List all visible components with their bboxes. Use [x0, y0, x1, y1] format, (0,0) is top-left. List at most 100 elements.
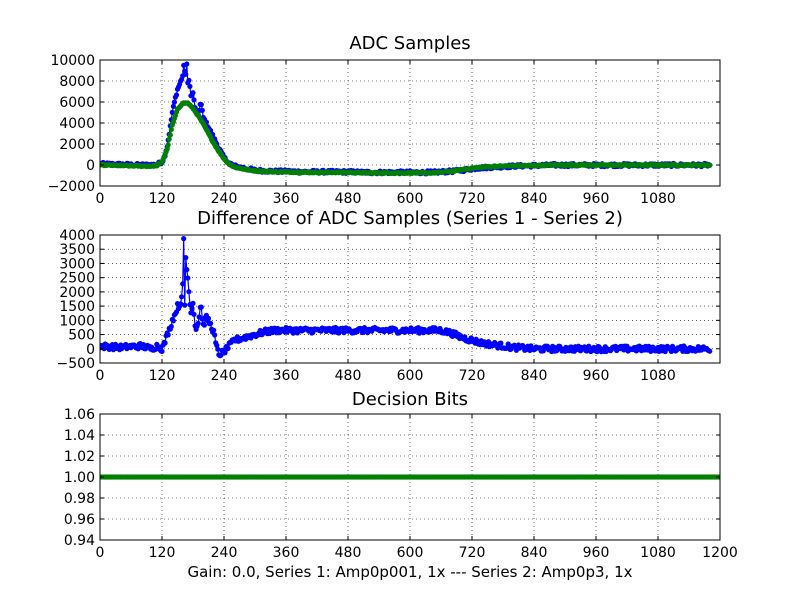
data-point [184, 267, 190, 273]
data-point [184, 61, 190, 67]
series-markers-2 [100, 100, 713, 176]
y-tick-label: 2500 [59, 271, 95, 287]
data-point [222, 350, 228, 356]
y-tick-label: 2000 [59, 285, 95, 301]
data-point [189, 305, 195, 312]
data-point [183, 255, 189, 261]
series-markers-1 [100, 236, 713, 359]
data-point [169, 109, 175, 115]
y-tick-label: −2000 [48, 179, 95, 195]
x-tick-label: 120 [149, 191, 176, 207]
data-point [211, 327, 217, 333]
x-tick-label: 240 [211, 545, 238, 561]
data-point [173, 92, 180, 98]
x-tick-label: 240 [211, 368, 238, 384]
y-tick-label: 3000 [59, 256, 95, 272]
x-tick-label: 720 [459, 191, 486, 207]
panel-title: ADC Samples [349, 33, 470, 54]
data-point [190, 300, 196, 306]
data-point [165, 142, 171, 148]
x-tick-label: 0 [96, 545, 105, 561]
x-tick-label: 120 [149, 545, 176, 561]
adc-samples-panel: ADC Samples 0 120 240 360 480 600 720 840 960 108… [48, 33, 721, 207]
plot-area [100, 474, 720, 480]
x-tick-label: 720 [459, 368, 486, 384]
data-point [198, 102, 204, 108]
data-point [164, 146, 170, 152]
y-tick-label: 1.02 [64, 449, 95, 465]
x-tick-label: 600 [397, 545, 424, 561]
data-point [707, 162, 713, 168]
x-tick-label: 0 [96, 191, 105, 207]
x-tick-label: 360 [273, 191, 300, 207]
data-point [186, 77, 192, 83]
data-point [215, 346, 221, 352]
data-point [195, 320, 201, 326]
data-point [199, 107, 205, 113]
x-tick-label: 840 [521, 191, 548, 207]
y-tick-label: 1.00 [64, 470, 95, 486]
y-tick-label: 0.98 [64, 491, 95, 507]
data-point [201, 322, 207, 328]
data-point [208, 320, 214, 326]
x-tick-label: 840 [521, 368, 548, 384]
x-tick-label: 600 [397, 191, 424, 207]
data-point [707, 348, 713, 354]
x-tick-label: 960 [583, 368, 610, 384]
data-point [190, 90, 196, 96]
data-point [540, 348, 546, 354]
y-tick-label: 0.96 [64, 512, 95, 528]
data-point [187, 83, 193, 89]
y-tick-label: 1500 [59, 299, 95, 315]
data-point [205, 315, 212, 322]
y-tick-label: 1.04 [64, 428, 95, 444]
x-tick-label: 1080 [640, 191, 676, 207]
panel-title: Difference of ADC Samples (Series 1 - Se… [197, 208, 623, 229]
data-point [167, 132, 173, 138]
adc-difference-panel: Difference of ADC Samples (Series 1 - Se… [57, 208, 721, 384]
data-point [191, 311, 197, 317]
data-point [159, 348, 165, 354]
x-tick-label: 360 [273, 368, 300, 384]
data-point [183, 71, 189, 77]
x-tick-label: 480 [335, 191, 362, 207]
y-tick-label: 4000 [59, 228, 95, 244]
x-tick-label: 600 [397, 368, 424, 384]
y-tick-label: 6000 [59, 95, 95, 111]
x-tick-label: 1080 [640, 545, 676, 561]
data-point [180, 281, 186, 287]
x-tick-label: 0 [96, 368, 105, 384]
decision-bits-panel: Decision Bits 0 120 240 360 480 600 720 840 960 1… [64, 389, 738, 561]
x-tick-label: 240 [211, 191, 238, 207]
data-point [162, 340, 168, 346]
data-point [168, 126, 174, 133]
data-point [182, 302, 188, 308]
x-tick-label: 840 [521, 545, 548, 561]
data-point [179, 294, 185, 300]
y-tick-label: 0.94 [64, 533, 95, 549]
x-tick-label: 1080 [640, 368, 676, 384]
data-point [171, 99, 177, 105]
data-point [166, 136, 172, 142]
x-tick-label: 480 [335, 545, 362, 561]
data-point [181, 236, 187, 242]
x-tick-label: 1200 [702, 545, 738, 561]
y-tick-label: 2000 [59, 137, 95, 153]
data-point [498, 340, 504, 346]
data-point [170, 318, 176, 324]
y-tick-label: 4000 [59, 116, 95, 132]
data-point [212, 332, 218, 338]
x-tick-label: 480 [335, 368, 362, 384]
x-tick-label: 720 [459, 545, 486, 561]
data-point [218, 352, 224, 358]
data-point [178, 301, 184, 307]
y-tick-label: 10000 [50, 53, 95, 69]
panel-title: Decision Bits [352, 389, 468, 410]
y-tick-label: 1.06 [64, 407, 95, 423]
data-point [191, 97, 197, 103]
footer-label: Gain: 0.0, Series 1: Amp0p001, 1x --- Se… [187, 563, 632, 581]
y-tick-label: 3500 [59, 242, 95, 258]
x-tick-label: 960 [583, 191, 610, 207]
